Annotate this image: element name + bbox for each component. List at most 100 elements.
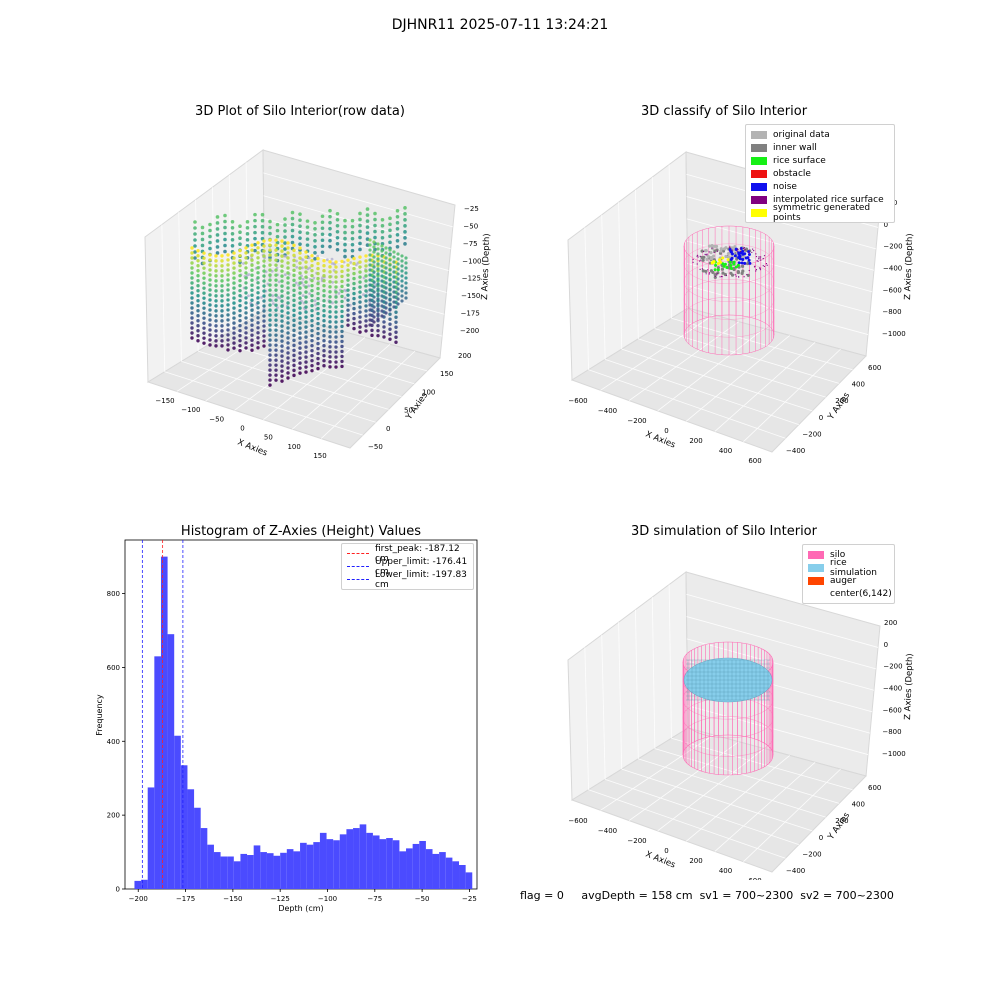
classify-3d-plot[interactable]: −600 −400 −200 0 200 400 600 600 400 200 0 −200 −40… bbox=[500, 0, 1000, 500]
histogram-chart[interactable]: −200 −175 −150 −125 −100 −75 −50 −25 0 200 400 600… bbox=[0, 500, 500, 940]
raw-point bbox=[340, 289, 344, 294]
raw-point bbox=[292, 368, 296, 373]
raw-point bbox=[250, 308, 254, 312]
raw-point bbox=[250, 248, 254, 252]
simulation-3d-plot[interactable]: −600 −400 −200 0 200 400 600 600 400 200 0 −200 −40… bbox=[500, 500, 1000, 880]
raw-point bbox=[274, 348, 278, 352]
raw-point bbox=[202, 286, 206, 290]
raw-point bbox=[368, 278, 372, 282]
histogram-xtick-label: −150 bbox=[223, 895, 242, 903]
raw-point bbox=[392, 270, 396, 274]
raw-point bbox=[304, 285, 308, 289]
raw-point bbox=[368, 248, 372, 252]
raw-point bbox=[313, 226, 317, 231]
raw-point bbox=[256, 321, 260, 325]
raw-point bbox=[193, 238, 197, 242]
raw-point bbox=[286, 286, 290, 290]
raw-point bbox=[340, 344, 344, 349]
raw-point bbox=[316, 356, 320, 361]
classify-ytick-label: 600 bbox=[868, 364, 881, 372]
histogram-bar bbox=[260, 852, 267, 889]
raw-point bbox=[358, 320, 362, 324]
raw-point bbox=[220, 324, 224, 328]
raw-point bbox=[376, 252, 380, 256]
raw-point bbox=[358, 265, 362, 269]
raw-point bbox=[364, 259, 368, 263]
raw-point bbox=[298, 242, 302, 246]
raw-point bbox=[274, 373, 278, 377]
raw-point bbox=[253, 236, 257, 241]
raw-point bbox=[238, 258, 242, 263]
raw-point bbox=[358, 325, 362, 329]
classify-ytick-label: 400 bbox=[852, 381, 865, 389]
raw-point bbox=[208, 298, 212, 302]
raw-point bbox=[274, 313, 278, 317]
classify-point-inner-wall bbox=[701, 258, 705, 262]
raw-point bbox=[290, 222, 295, 227]
raw-point bbox=[286, 326, 290, 330]
raw-point bbox=[280, 294, 284, 298]
raw-point bbox=[268, 338, 272, 342]
raw-point bbox=[310, 348, 314, 353]
raw-point bbox=[238, 236, 242, 240]
raw-point bbox=[368, 258, 372, 262]
raw-point bbox=[388, 288, 392, 292]
raw-point bbox=[403, 224, 407, 228]
raw-point bbox=[312, 276, 316, 280]
raw-point bbox=[404, 271, 408, 275]
raw-point bbox=[262, 334, 266, 338]
classify-point-symmetric bbox=[718, 258, 722, 262]
raw-point bbox=[304, 310, 308, 314]
sv1-text: sv1 = 700~2300 bbox=[699, 889, 794, 902]
raw-point bbox=[298, 296, 302, 300]
raw-point bbox=[380, 230, 385, 234]
raw-point bbox=[404, 296, 408, 300]
classify-point-original bbox=[707, 244, 712, 248]
raw-point bbox=[298, 361, 302, 365]
raw-point bbox=[262, 284, 266, 288]
raw-point bbox=[292, 243, 296, 248]
raw-point bbox=[394, 340, 398, 344]
raw-point bbox=[316, 366, 320, 371]
raw-point bbox=[328, 270, 332, 274]
histogram-bar bbox=[412, 843, 420, 889]
raw-point bbox=[380, 284, 384, 288]
raw-point bbox=[304, 300, 308, 304]
histogram-xtick-label: −50 bbox=[415, 895, 430, 903]
raw-point bbox=[292, 308, 296, 313]
raw-point bbox=[230, 231, 235, 236]
classify-point-symmetric bbox=[712, 260, 716, 264]
raw-point bbox=[268, 383, 272, 387]
raw-point bbox=[245, 220, 250, 224]
raw-point bbox=[358, 305, 362, 309]
classify-point-inner-wall bbox=[716, 265, 720, 270]
raw-point bbox=[202, 266, 206, 270]
classify-point-symmetric bbox=[716, 262, 720, 266]
raw-point bbox=[260, 296, 263, 299]
raw-point bbox=[232, 306, 236, 310]
raw-point bbox=[208, 240, 212, 245]
raw-point bbox=[331, 281, 335, 284]
raw-point bbox=[274, 298, 278, 302]
classify-ytick-label: 0 bbox=[819, 414, 823, 422]
raw-point bbox=[334, 275, 338, 279]
raw-point bbox=[190, 276, 194, 280]
raw-point bbox=[368, 323, 372, 327]
raw-point bbox=[400, 289, 404, 293]
raw-point bbox=[304, 315, 308, 319]
raw-point bbox=[313, 232, 317, 237]
raw-3d-plot[interactable]: −150 −100 −50 0 50 100 150 200 150 100 50 0 −50 −25… bbox=[0, 0, 500, 500]
raw-point bbox=[286, 371, 290, 375]
raw-point bbox=[275, 228, 280, 233]
raw-point bbox=[232, 341, 236, 345]
raw-point bbox=[196, 324, 200, 328]
raw-point bbox=[220, 294, 224, 298]
raw-point bbox=[280, 274, 284, 278]
raw-point bbox=[286, 301, 290, 305]
raw-point bbox=[372, 320, 376, 324]
histogram-bar bbox=[253, 845, 261, 889]
classify-ztick-label: −400 bbox=[883, 265, 902, 273]
raw-point bbox=[328, 325, 332, 329]
raw-point bbox=[202, 281, 206, 285]
raw-point bbox=[380, 289, 384, 293]
